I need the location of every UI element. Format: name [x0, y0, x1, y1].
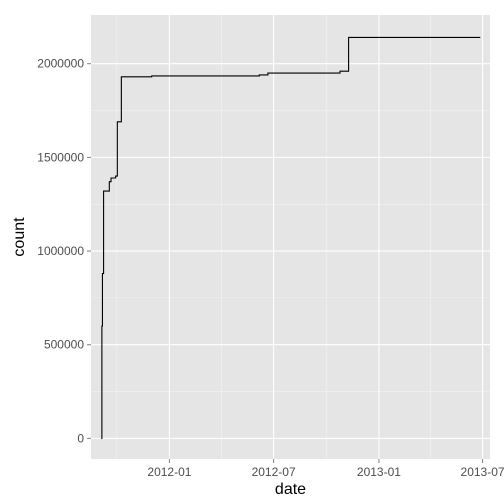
plot-panel — [91, 15, 490, 459]
x-axis-title: date — [275, 481, 306, 498]
y-tick-label: 1500000 — [37, 150, 84, 164]
y-axis-title: count — [11, 217, 28, 257]
x-tick-label: 2012-07 — [252, 465, 296, 479]
y-axis: 0 500000 1000000 1500000 2000000 — [37, 57, 91, 445]
x-tick-label: 2013-07 — [461, 465, 504, 479]
grid-minor — [91, 15, 490, 459]
series-line-count — [101, 36, 481, 439]
grid-major — [91, 15, 490, 459]
x-tick-label: 2013-01 — [357, 465, 401, 479]
y-tick-label: 2000000 — [37, 57, 84, 71]
x-axis: 2012-01 2012-07 2013-01 2013-07 — [147, 459, 504, 479]
y-tick-label: 1000000 — [37, 244, 84, 258]
y-tick-label: 500000 — [44, 338, 84, 352]
y-tick-label: 0 — [77, 431, 84, 445]
x-tick-label: 2012-01 — [147, 465, 191, 479]
